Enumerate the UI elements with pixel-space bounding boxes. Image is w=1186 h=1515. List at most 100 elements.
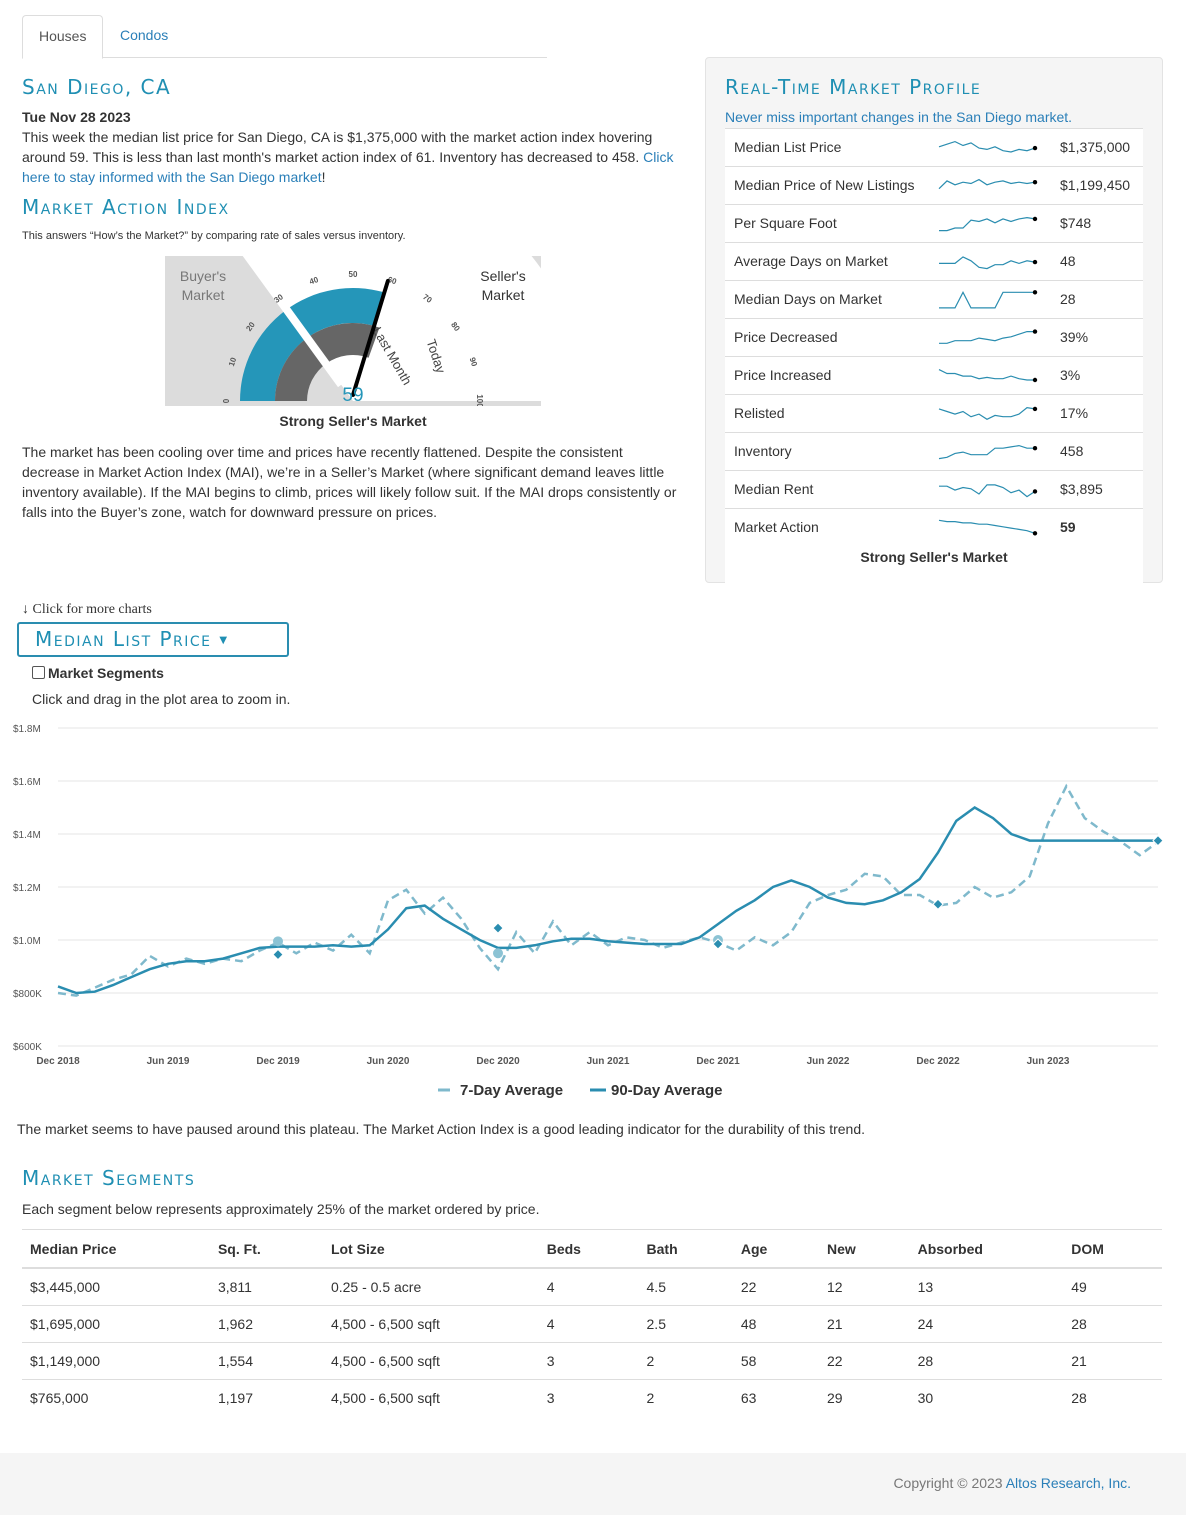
chart-selector-label: Median List Price — [35, 627, 212, 651]
price-chart-svg[interactable]: $600K $800K $1.0M $1.2M $1.4M $1.6M $1.8M Dec 2… — [0, 715, 1186, 1105]
profile-row-label: Median Price of New Listings — [734, 177, 915, 193]
segments-checkbox-label: Market Segments — [48, 665, 164, 681]
chart-commentary: The market seems to have paused around t… — [17, 1121, 866, 1137]
sparkline-path — [938, 178, 1036, 190]
table-cell: 1,197 — [209, 1379, 323, 1416]
altos-link[interactable]: Altos Research, Inc. — [1005, 1475, 1131, 1491]
table-row: $1,695,000 1,962 4,500 - 6,500 sqft 4 2.5 48 2… — [22, 1305, 1162, 1343]
sparkline — [938, 140, 1038, 153]
y-tick-label: $1.4M — [13, 830, 41, 841]
x-tick-label: Dec 2018 — [36, 1056, 80, 1067]
table-cell: 22 — [732, 1267, 819, 1306]
profile-row[interactable]: Price Increased 3% — [725, 356, 1143, 394]
segments-col-header: New — [818, 1229, 910, 1269]
y-tick-label: $1.8M — [13, 724, 41, 735]
tab-houses[interactable]: Houses — [22, 15, 104, 59]
profile-row[interactable]: Relisted 17% — [725, 394, 1143, 432]
table-cell: 13 — [909, 1267, 1064, 1306]
table-cell: 1,962 — [209, 1305, 323, 1343]
segments-checkbox-row[interactable]: Market Segments — [32, 665, 164, 681]
y-tick-label: $600K — [13, 1042, 42, 1053]
segments-table: Median Price Sq. Ft. Lot Size Beds Bath Age Ne… — [22, 1229, 1162, 1416]
table-cell: 21 — [818, 1305, 910, 1343]
table-cell: 24 — [909, 1305, 1064, 1343]
table-cell: 30 — [909, 1379, 1064, 1416]
arrow-down-icon: ↓ — [22, 602, 29, 617]
sparkline — [939, 290, 1038, 309]
profile-row[interactable]: Median Price of New Listings $1,199,450 — [725, 166, 1143, 204]
table-cell: $1,695,000 — [22, 1305, 210, 1343]
sparkline-endpoint — [1032, 145, 1038, 151]
profile-row-value: $3,895 — [1060, 481, 1103, 497]
profile-row-label: Relisted — [734, 405, 785, 421]
y-tick-label: $800K — [13, 989, 42, 1000]
sparkline-path — [938, 519, 1036, 534]
sparkline-path — [939, 216, 1036, 232]
profile-row[interactable]: Median List Price $1,375,000 — [725, 128, 1143, 166]
y-tick-label: $1.6M — [13, 777, 41, 788]
profile-row-label: Median Days on Market — [734, 291, 882, 307]
profile-row-value: $1,375,000 — [1060, 139, 1131, 155]
profile-row-label: Price Increased — [734, 367, 832, 383]
profile-row-label: Median List Price — [734, 139, 842, 155]
profile-row[interactable]: Median Days on Market 28 — [725, 280, 1143, 318]
profile-footer: Strong Seller's Market — [860, 549, 1008, 565]
x-tick-label: Dec 2020 — [476, 1056, 520, 1067]
segments-checkbox[interactable] — [32, 666, 45, 679]
table-cell: 29 — [818, 1379, 910, 1416]
sparkline-path — [939, 484, 1036, 498]
table-cell: 4,500 - 6,500 sqft — [322, 1342, 539, 1380]
table-cell: 2 — [638, 1379, 733, 1416]
profile-subtitle[interactable]: Never miss important changes in the San … — [725, 109, 1073, 125]
tab-condos[interactable]: Condos — [120, 27, 169, 43]
marker-90day — [272, 948, 284, 961]
page-footer: Copyright © 2023 Altos Research, Inc. — [0, 1453, 1186, 1515]
table-cell: 22 — [818, 1342, 910, 1380]
profile-row-label: Median Rent — [734, 481, 814, 497]
gauge-tick-label: 50 — [349, 270, 358, 279]
sparkline-endpoint — [1032, 259, 1038, 265]
legend-7day-label: 7-Day Average — [460, 1082, 563, 1099]
sparkline-path — [938, 140, 1036, 153]
x-tick-label: Dec 2019 — [256, 1056, 300, 1067]
segments-header-row: Median Price Sq. Ft. Lot Size Beds Bath Age Ne… — [22, 1229, 1162, 1269]
buyers-market-label-2: Market — [182, 287, 225, 303]
profile-row-value: 3% — [1060, 367, 1081, 383]
table-cell: 12 — [818, 1267, 910, 1306]
segments-col-header: Absorbed — [909, 1229, 1064, 1269]
sparkline-path — [939, 256, 1036, 270]
table-row: $1,149,000 1,554 4,500 - 6,500 sqft 3 2 58 22 2… — [22, 1342, 1162, 1380]
more-charts-label: Click for more charts — [32, 602, 152, 617]
table-cell: 2.5 — [638, 1305, 733, 1343]
sparkline-endpoint — [1032, 489, 1038, 494]
profile-row[interactable]: Per Square Foot $748 — [725, 204, 1143, 242]
marker-90day — [492, 922, 504, 934]
profile-row[interactable]: Market Action 59 — [725, 508, 1143, 546]
segments-title: Market Segments — [22, 1166, 196, 1190]
chart-selector-button[interactable]: Median List Price ▼ — [17, 622, 289, 657]
table-row: $3,445,000 3,811 0.25 - 0.5 acre 4 4.5 22 12 13… — [22, 1267, 1162, 1306]
profile-row-value: 17% — [1060, 405, 1089, 421]
profile-row-value: $748 — [1060, 215, 1092, 231]
profile-row-value: 28 — [1060, 291, 1076, 307]
legend-90day-label: 90-Day Average — [611, 1082, 722, 1099]
mai-description: The market has been cooling over time an… — [22, 444, 677, 520]
city-title: San Diego, CA — [22, 75, 172, 99]
more-charts-toggle[interactable]: ↓ Click for more charts — [22, 602, 152, 618]
profile-row[interactable]: Price Decreased 39% — [725, 318, 1143, 356]
profile-row-label: Price Decreased — [734, 329, 838, 345]
stay-informed-link[interactable]: Click here to stay informed with the San… — [22, 149, 674, 185]
segments-col-header: DOM — [1063, 1229, 1162, 1269]
gauge-needle — [351, 278, 390, 397]
profile-row-value: 458 — [1060, 443, 1084, 459]
table-cell: 1,554 — [209, 1342, 323, 1380]
sparkline-endpoint — [1032, 446, 1038, 451]
profile-row[interactable]: Inventory 458 — [725, 432, 1143, 470]
profile-row[interactable]: Median Rent $3,895 — [725, 470, 1143, 508]
copyright-text: Copyright © 2023 — [893, 1475, 1003, 1491]
profile-row[interactable]: Average Days on Market 48 — [725, 242, 1143, 280]
price-chart[interactable]: $600K $800K $1.0M $1.2M $1.4M $1.6M $1.8M Dec 2… — [0, 715, 1186, 1108]
mai-title: Market Action Index — [22, 195, 230, 219]
table-cell: $765,000 — [22, 1379, 210, 1416]
sparkline-endpoint — [1032, 180, 1038, 185]
